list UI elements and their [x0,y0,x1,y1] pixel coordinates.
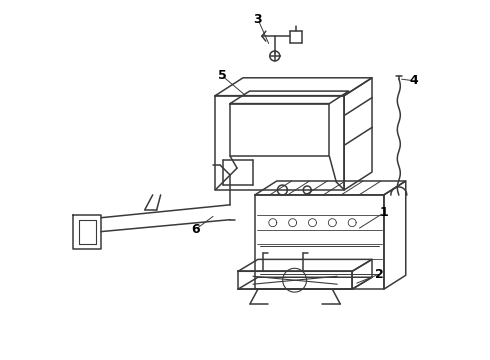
Text: 4: 4 [409,74,418,87]
Text: 3: 3 [254,13,262,26]
Text: 6: 6 [191,223,200,236]
Text: 1: 1 [380,206,388,219]
Text: 5: 5 [218,69,226,82]
Text: 2: 2 [374,268,383,281]
